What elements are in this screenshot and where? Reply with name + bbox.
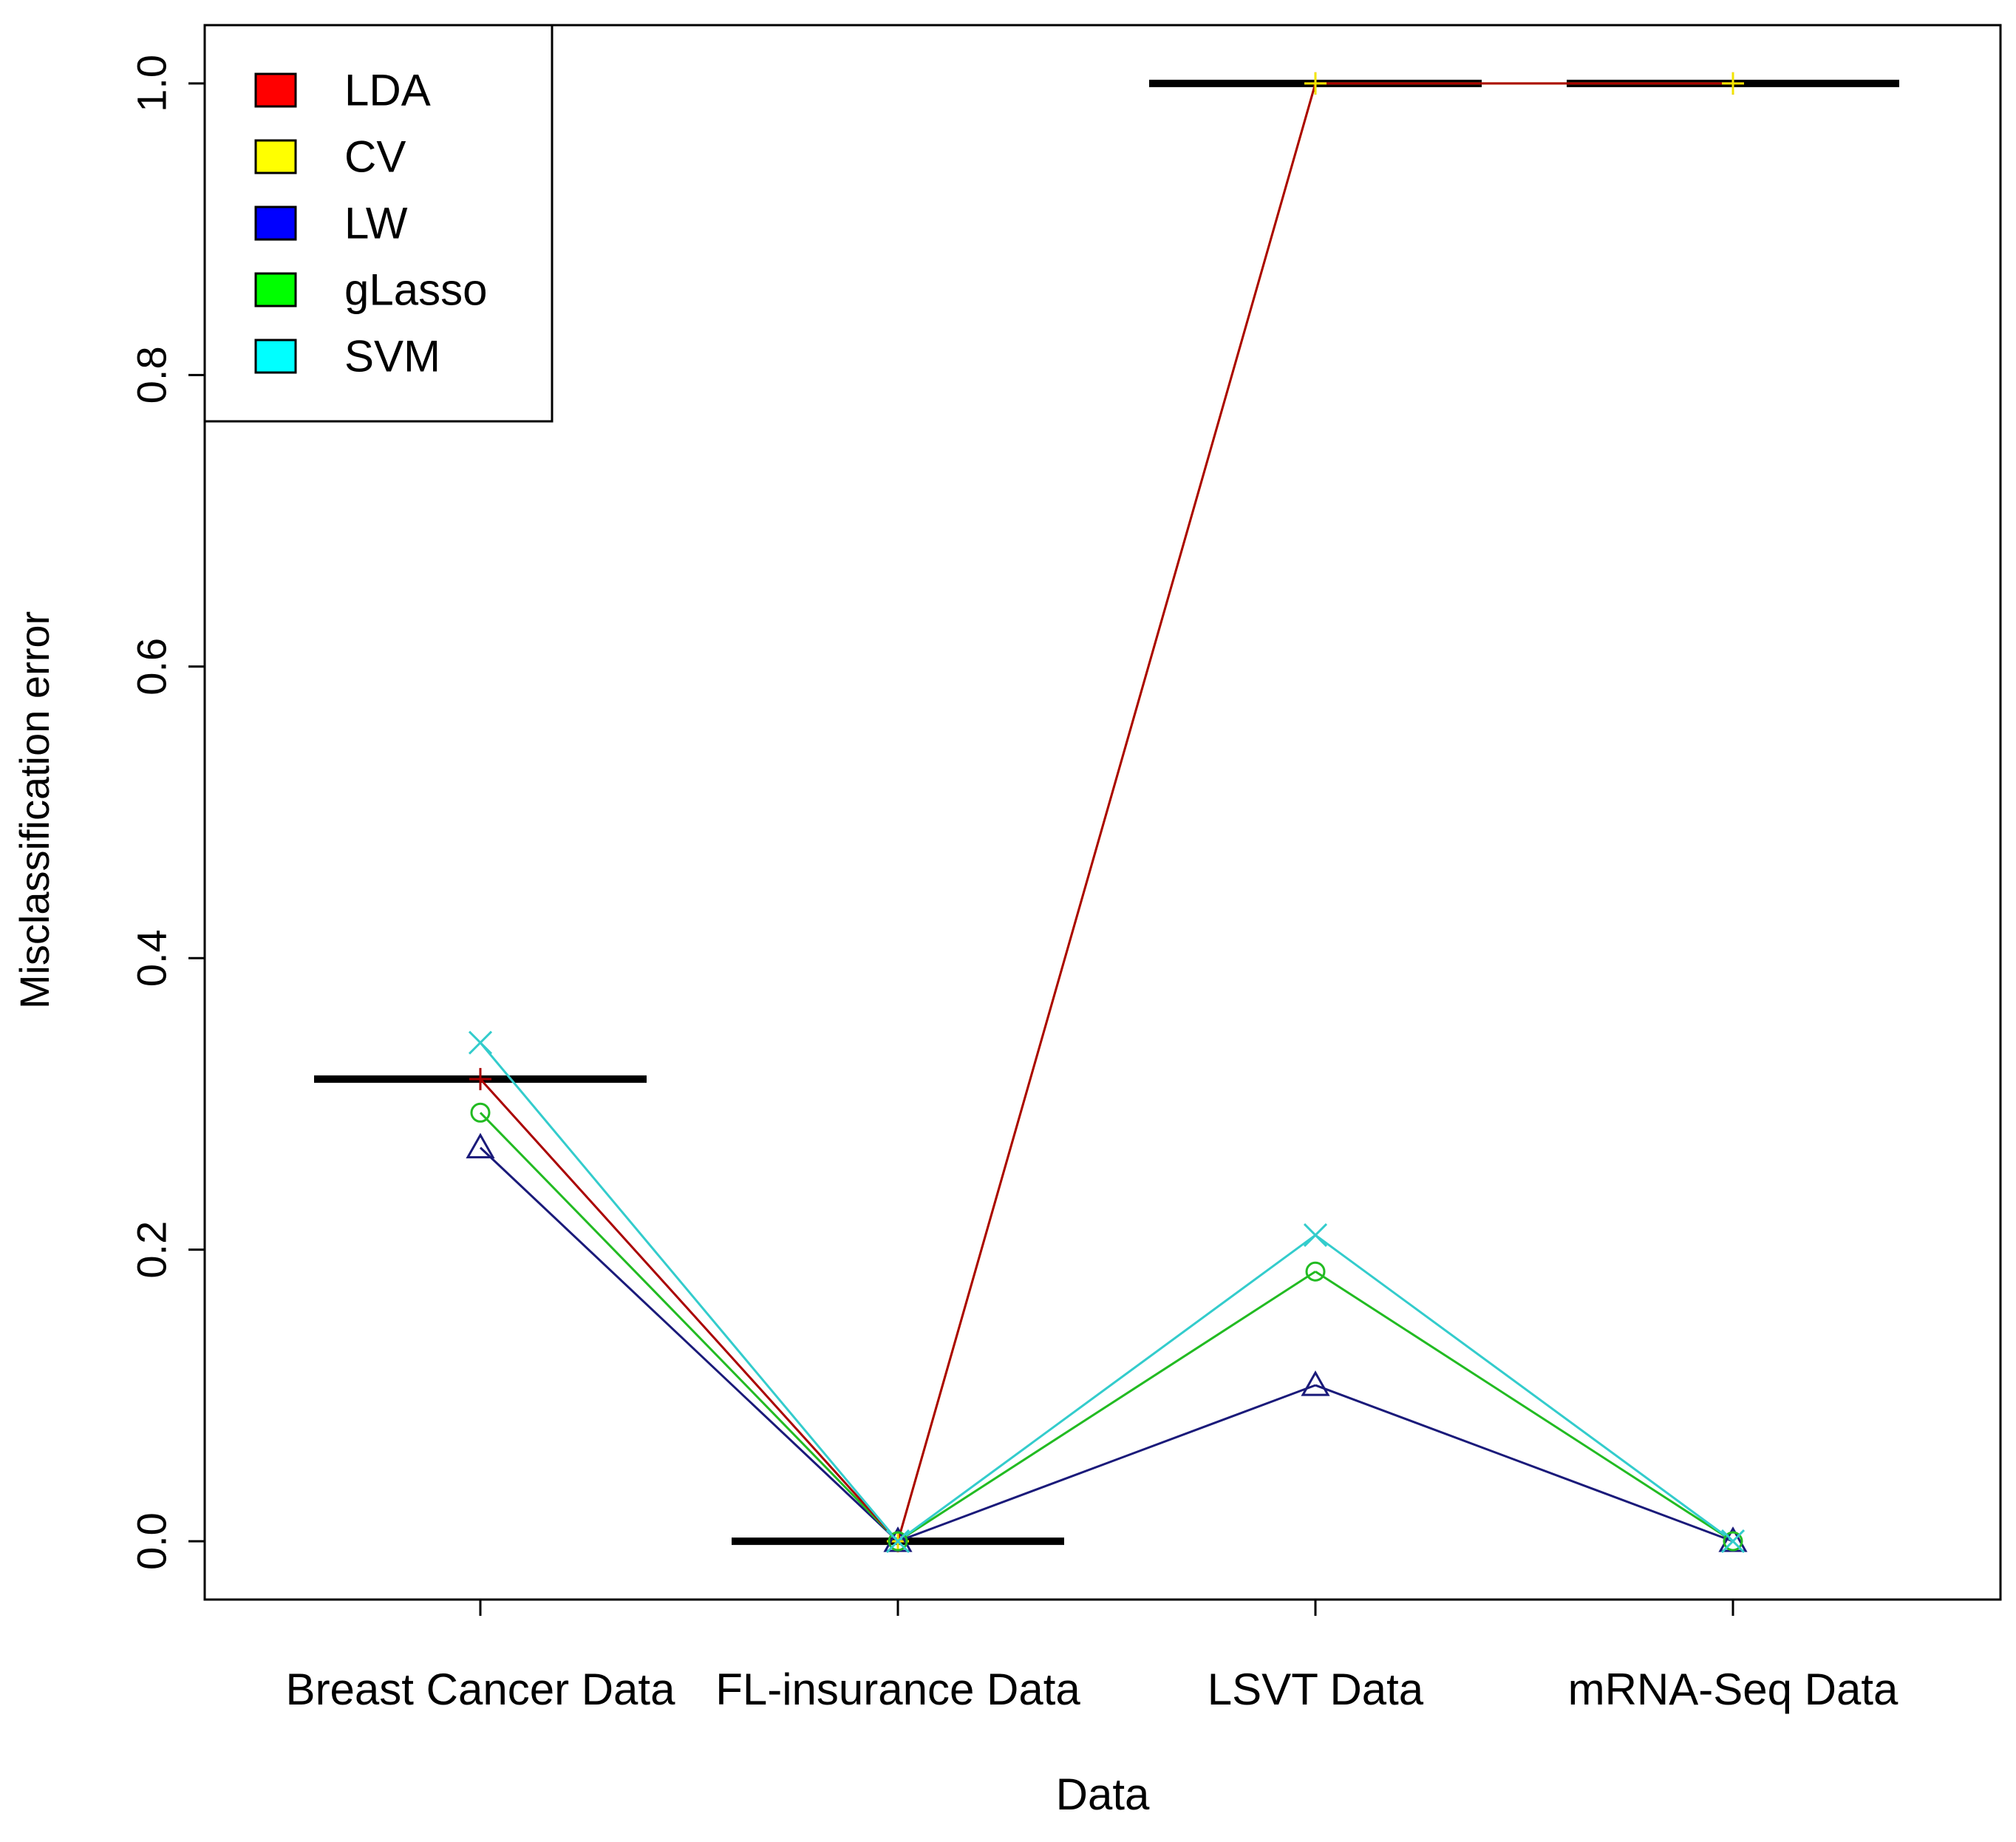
legend-swatch-svm — [254, 339, 297, 374]
marker-cv-lsvt-data — [1304, 72, 1327, 95]
marker-svm-mrna-seq-data — [1720, 1529, 1746, 1554]
marker-lda-breast-cancer-data — [469, 1067, 491, 1090]
marker-lw-lsvt-data — [1301, 1370, 1330, 1396]
y-tick-label: 0.8 — [129, 346, 175, 404]
marker-glasso-mrna-seq-data — [1723, 1531, 1743, 1552]
legend-swatch-lda — [254, 72, 297, 108]
series-markers-layer — [466, 72, 1748, 1554]
legend-label-lw: LW — [344, 199, 408, 248]
y-tick-label: 0.0 — [129, 1512, 175, 1570]
series-line-lda — [896, 83, 1317, 1542]
marker-cv-mrna-seq-data — [1722, 72, 1744, 95]
legend-label-cv: CV — [344, 132, 406, 182]
axes-layer: 0.0 0.2 0.4 0.6 0.8 1.0 Breast Cancer Data FL-i… — [129, 55, 1899, 1714]
legend-swatch-glasso — [254, 272, 297, 307]
series-line-svm — [897, 1234, 1316, 1543]
marker-svm-fl-insurance-data — [885, 1529, 910, 1554]
series-line-glasso — [897, 1270, 1316, 1543]
legend-swatch-cv — [254, 139, 297, 174]
series-line-svm — [1315, 1234, 1734, 1543]
series-line-lw — [897, 1384, 1316, 1543]
marker-lw-breast-cancer-data — [466, 1132, 495, 1159]
marker-glasso-lsvt-data — [1305, 1261, 1326, 1282]
series-line-svm — [479, 1041, 899, 1543]
y-tick-label: 1.0 — [129, 55, 175, 112]
x-tick-label-lsvt-data: LSVT Data — [1208, 1665, 1424, 1714]
y-tick-label: 0.4 — [129, 929, 175, 987]
y-tick-label: 0.6 — [129, 638, 175, 696]
series-line-lw — [479, 1146, 899, 1543]
legend: LDA CV LW gLasso SVM — [203, 24, 554, 423]
legend-label-lda: LDA — [344, 66, 431, 115]
series-line-lda — [479, 1078, 899, 1543]
marker-glasso-fl-insurance-data — [888, 1531, 908, 1552]
legend-label-svm: SVM — [344, 332, 440, 381]
legend-swatch-lw — [254, 205, 297, 241]
x-tick-label-breast-cancer-data: Breast Cancer Data — [286, 1665, 676, 1714]
marker-svm-lsvt-data — [1303, 1223, 1328, 1248]
series-line-glasso — [1315, 1270, 1734, 1543]
x-axis-label: Data — [1056, 1770, 1150, 1819]
series-lines-layer — [479, 82, 1734, 1543]
marker-svm-breast-cancer-data — [468, 1030, 493, 1055]
x-tick-label-mrna-seq-data: mRNA-Seq Data — [1568, 1665, 1898, 1714]
series-line-lw — [1315, 1384, 1734, 1543]
series-line-glasso — [479, 1112, 899, 1543]
x-tick-label-fl-insurance-data: FL-insurance Data — [715, 1665, 1080, 1714]
marker-glasso-breast-cancer-data — [470, 1102, 491, 1123]
legend-label-glasso: gLasso — [344, 265, 487, 315]
y-axis-label: Misclassification error — [11, 611, 58, 1009]
y-tick-label: 0.2 — [129, 1221, 175, 1279]
